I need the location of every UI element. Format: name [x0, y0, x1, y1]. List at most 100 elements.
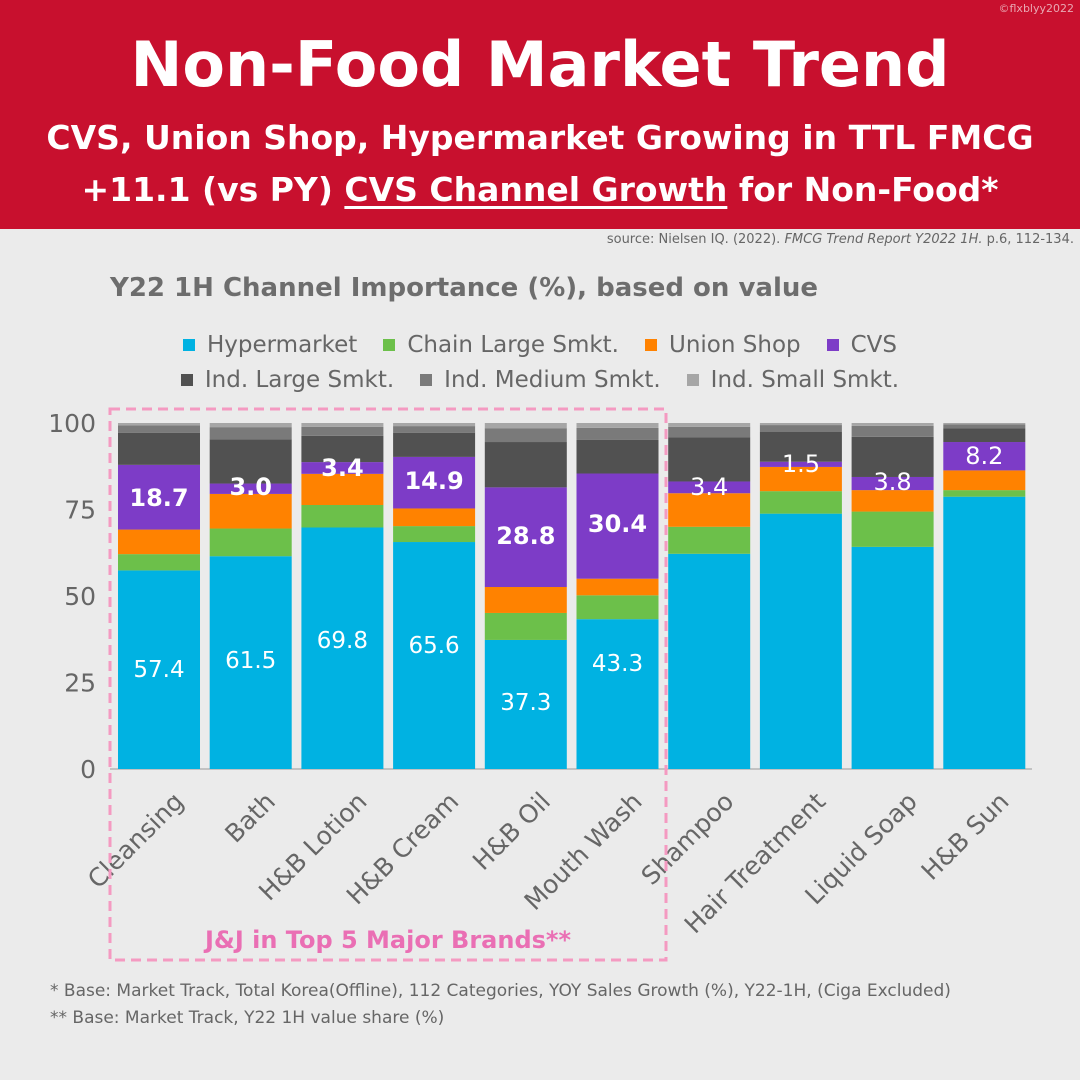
bar-segment-union-shop: [209, 493, 292, 529]
legend-row-2: Ind. Large Smkt. Ind. Medium Smkt. Ind. Sm…: [0, 367, 1080, 393]
bar-segment-ind-large-smkt: [209, 439, 292, 484]
legend-swatch: [645, 339, 657, 351]
bar-segment-ind-small-smkt: [668, 423, 751, 427]
bar-segment-cvs: [668, 481, 751, 494]
legend-item-union-shop: Union Shop: [645, 332, 801, 358]
bar-segment-ind-large-smkt: [118, 432, 200, 465]
footnote-1: * Base: Market Track, Total Korea(Offlin…: [50, 981, 951, 1001]
legend-swatch: [383, 339, 396, 351]
legend-label: Ind. Small Smkt.: [710, 367, 900, 393]
bar-segment-hypermarket: [759, 513, 842, 769]
source-suffix: p.6, 112-134.: [982, 232, 1074, 247]
bar-segment-hypermarket: [943, 496, 1026, 769]
legend-row-1: Hypermarket Chain Large Smkt. Union Shop CV…: [0, 332, 1080, 358]
legend-label: Ind. Large Smkt.: [204, 367, 395, 393]
legend-item-hypermarket: Hypermarket: [182, 332, 358, 358]
bar-segment-ind-large-smkt: [576, 439, 659, 474]
data-label-cvs: 3.4: [321, 454, 364, 482]
bar-segment-ind-small-smkt: [759, 423, 842, 426]
page-title: Non-Food Market Trend: [130, 28, 950, 101]
bar-segment-hypermarket: [118, 570, 200, 769]
bar-segment-ind-large-smkt: [759, 431, 842, 462]
bar-group-bath: [209, 423, 292, 769]
legend-label: Chain Large Smkt.: [407, 332, 619, 358]
bar-segment-ind-small-smkt: [943, 423, 1026, 425]
watermark: ©flxblyy2022: [998, 2, 1075, 15]
legend-swatch: [180, 374, 193, 386]
data-label-cvs: 3.8: [874, 468, 912, 496]
bar-segment-chain-large-smkt: [209, 528, 292, 557]
bar-group-mouth-wash: [576, 423, 659, 769]
footnote-2: ** Base: Market Track, Y22 1H value shar…: [50, 1008, 445, 1028]
bar-segment-ind-small-smkt: [393, 423, 476, 427]
bar-segment-ind-medium-smkt: [759, 425, 842, 432]
bar-segment-hypermarket: [576, 619, 659, 769]
bar-segment-chain-large-smkt: [393, 526, 476, 543]
data-label-cvs: 28.8: [496, 522, 555, 550]
bar-group-hair-treatment: [759, 423, 842, 769]
data-label-hypermarket: 37.3: [500, 690, 551, 716]
bar-segment-hypermarket: [393, 542, 476, 769]
bar-group-liquid-soap: [851, 423, 934, 769]
data-label-cvs: 3.4: [690, 473, 728, 501]
legend-swatch: [420, 374, 433, 386]
data-label-cvs: 30.4: [588, 510, 647, 538]
subtitle-suffix: for Non-Food*: [727, 170, 999, 209]
bar-segment-ind-medium-smkt: [851, 425, 934, 437]
bar-segment-chain-large-smkt: [668, 526, 751, 554]
bar-segment-ind-large-smkt: [484, 442, 567, 488]
bar-segment-cvs: [576, 473, 659, 579]
subtitle-underlined: CVS Channel Growth: [344, 170, 728, 209]
bar-segment-hypermarket: [209, 556, 292, 769]
legend-item-ind-small-smkt: Ind. Small Smkt.: [686, 367, 900, 393]
bar-group-shampoo: [668, 423, 751, 769]
legend-label: Hypermarket: [206, 332, 358, 358]
data-label-cvs: 1.5: [782, 450, 820, 478]
bar-segment-ind-medium-smkt: [576, 427, 659, 440]
legend-item-cvs: CVS: [826, 332, 897, 358]
bar-segment-union-shop: [851, 490, 934, 512]
legend-swatch: [686, 374, 699, 386]
x-tick-label: H&B Oil: [467, 787, 556, 876]
bar-segment-chain-large-smkt: [576, 595, 659, 620]
bar-segment-ind-small-smkt: [576, 423, 659, 428]
bar-segment-union-shop: [943, 470, 1026, 491]
bar-segment-chain-large-smkt: [301, 505, 384, 528]
bar-group-cleansing: [118, 423, 200, 769]
y-tick-label: 50: [64, 582, 96, 611]
legend-swatch: [182, 339, 195, 351]
bar-segment-hypermarket: [301, 527, 384, 769]
bar-group-handb-sun: [943, 423, 1026, 769]
x-tick-label: Cleansing: [82, 787, 189, 894]
highlight-label: J&J in Top 5 Major Brands**: [203, 926, 571, 954]
bar-segment-cvs: [851, 476, 934, 491]
bar-segment-ind-medium-smkt: [301, 426, 384, 436]
bar-segment-ind-large-smkt: [301, 435, 384, 463]
bar-segment-ind-medium-smkt: [209, 427, 292, 440]
y-tick-label: 25: [64, 669, 96, 698]
bar-group-handb-lotion: [301, 423, 384, 769]
bar-segment-cvs: [484, 487, 567, 588]
bar-segment-ind-medium-smkt: [393, 426, 476, 433]
bar-segment-ind-large-smkt: [851, 436, 934, 477]
legend-swatch: [826, 339, 839, 351]
bar-segment-ind-small-smkt: [118, 423, 200, 426]
bar-segment-chain-large-smkt: [851, 511, 934, 547]
data-label-hypermarket: 65.6: [408, 633, 459, 659]
x-tick-label: H&B Sun: [916, 787, 1015, 886]
data-label-hypermarket: 57.4: [133, 657, 184, 683]
bar-segment-ind-medium-smkt: [484, 428, 567, 443]
bar-segment-ind-large-smkt: [668, 437, 751, 482]
bar-segment-union-shop: [484, 587, 567, 613]
bar-segment-chain-large-smkt: [943, 490, 1026, 497]
bar-segment-ind-medium-smkt: [118, 425, 200, 433]
bar-segment-cvs: [301, 462, 384, 474]
bar-segment-chain-large-smkt: [118, 554, 200, 571]
bar-segment-hypermarket: [851, 546, 934, 769]
header-banner: ©flxblyy2022 Non-Food Market Trend CVS, …: [0, 0, 1080, 229]
subtitle-line-2: +11.1 (vs PY) CVS Channel Growth for Non…: [0, 170, 1080, 209]
data-label-hypermarket: 61.5: [225, 648, 276, 674]
bar-segment-union-shop: [393, 508, 476, 527]
bar-segment-union-shop: [668, 493, 751, 527]
